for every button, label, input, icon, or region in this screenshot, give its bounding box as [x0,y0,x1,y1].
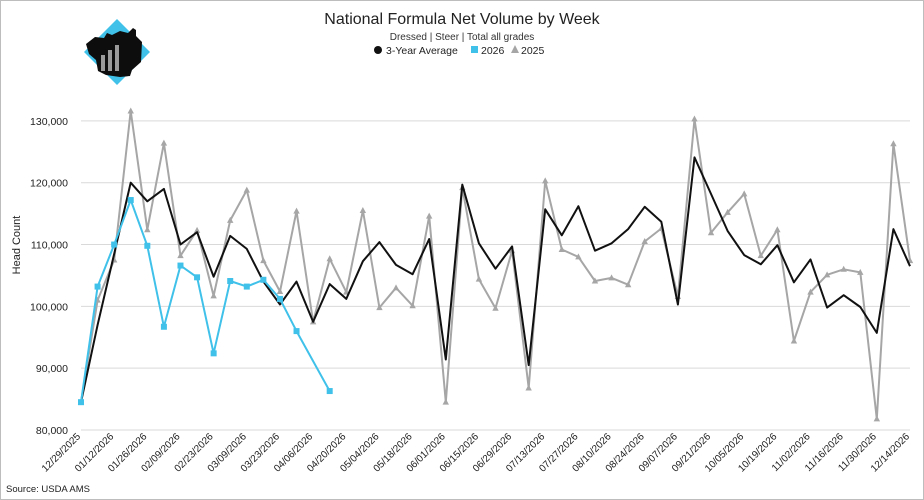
data-point [94,283,101,290]
data-point [260,257,267,264]
data-point [160,323,167,330]
data-point [293,328,300,335]
data-point [425,212,433,219]
data-point [575,253,582,260]
series-3-year-average [80,156,911,403]
data-point [359,207,367,214]
data-point [409,302,416,309]
data-point [276,288,284,295]
data-point [790,337,798,344]
y-tick-label: 100,000 [30,301,68,313]
data-point [193,226,201,233]
data-point [641,237,648,244]
data-point [724,208,731,215]
gridlines [81,120,910,431]
data-point [823,271,831,278]
data-point [857,268,864,275]
legend-label: 3-Year Average [386,45,458,57]
legend-label: 2026 [481,45,505,57]
chart-subtitle: Dressed | Steer | Total all grades [390,32,535,43]
plot-area [77,107,914,422]
data-point [326,255,333,262]
data-point [840,265,847,272]
data-point [144,226,151,233]
data-point [542,177,549,184]
data-point [177,262,184,269]
data-point [210,292,217,299]
legend-label: 2025 [521,45,545,57]
data-point [160,139,168,146]
data-point [144,242,151,249]
data-point [890,140,897,147]
data-point [807,288,814,295]
y-tick-label: 90,000 [36,363,68,375]
data-point [624,281,632,288]
data-point [276,295,283,302]
y-tick-label: 120,000 [30,178,68,190]
data-point [127,107,134,114]
data-point [210,350,217,357]
legend: 3-Year Average 2026 2025 [374,45,545,57]
data-point [227,278,234,285]
x-axis-ticks: 12/29/202501/12/202601/26/202602/09/2026… [40,431,912,474]
data-point [873,415,881,422]
data-point [774,226,781,233]
y-axis-label: Head Count [11,216,23,275]
y-tick-label: 130,000 [30,116,68,128]
y-tick-label: 80,000 [36,425,68,437]
data-point [111,241,118,248]
data-point [127,197,134,204]
data-point [260,276,267,283]
y-tick-label: 110,000 [31,240,68,252]
cattle-logo [84,19,150,85]
legend-marker [471,46,478,53]
data-point [591,277,599,284]
y-axis-ticks: 80,000 90,000 100,000 110,000 120,000 130,000 [30,116,68,437]
data-point [177,252,184,259]
data-point [707,229,715,236]
chart-title: National Formula Net Volume by Week [324,11,600,28]
series-2026 [78,197,333,406]
data-point [392,284,400,291]
series-2025 [77,107,914,422]
data-point [293,207,300,214]
data-point [376,304,383,311]
data-point [326,388,333,395]
data-point [492,304,499,311]
data-point [475,275,483,282]
data-point [757,252,764,259]
legend-marker [511,45,519,53]
legend-marker [374,46,382,54]
data-point [227,216,234,223]
data-point [194,274,201,281]
data-point [691,115,698,122]
data-point [608,274,615,281]
data-point [741,190,748,197]
data-point [243,283,250,290]
data-point [558,245,566,252]
series-line [80,156,911,403]
data-point [442,398,449,405]
data-point [78,399,84,406]
source-note: Source: USDA AMS [6,484,90,495]
data-point [243,186,250,193]
data-point [525,384,532,391]
